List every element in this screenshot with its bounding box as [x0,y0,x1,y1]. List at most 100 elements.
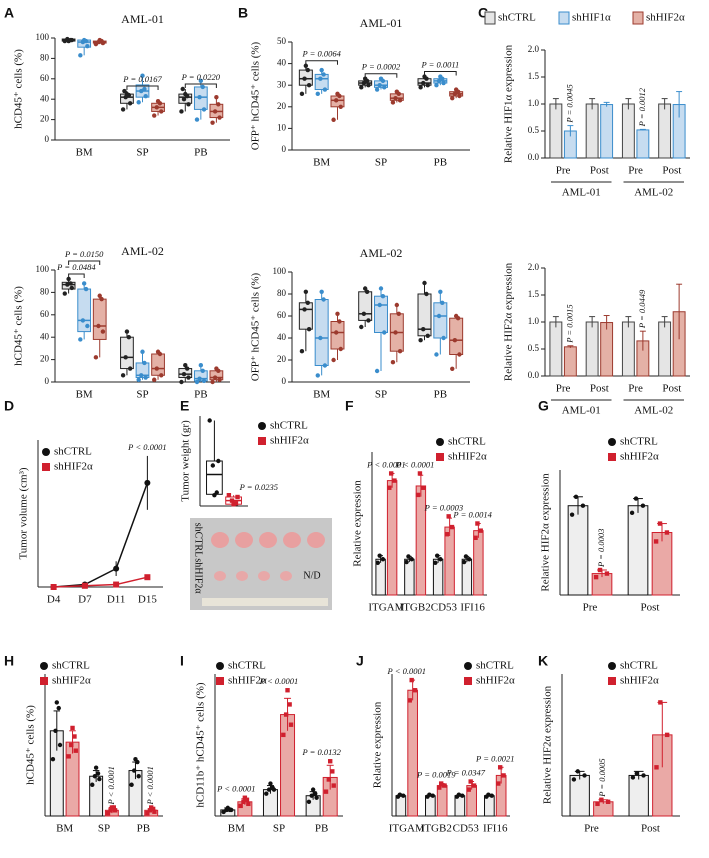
point [452,91,458,97]
point [93,765,99,770]
box [358,291,373,321]
point [478,528,483,533]
x-tick-label: Post [590,165,609,177]
x-tick-label: IFI16 [460,602,485,614]
p-value: P = 0.0484 [56,262,96,272]
bar [563,346,577,377]
point [194,379,200,385]
point [127,101,133,106]
point [179,109,184,114]
x-tick-label: BM [56,823,73,835]
p-value: P = 0.0011 [420,60,459,70]
point [133,757,138,762]
point [147,808,153,813]
point [377,302,382,308]
point [70,725,75,731]
legend-label: shCTRL [270,420,308,432]
point [394,89,400,94]
p-value: P = 0.0015 [564,304,574,343]
y-tick-label: 100 [36,32,50,42]
point [599,797,604,802]
p-value: P < 0.0001 [395,459,434,469]
point [136,377,141,382]
point [569,512,575,517]
legend-marker [216,662,224,670]
point [362,76,368,81]
point [212,375,218,380]
point [571,777,577,782]
point [233,501,239,506]
tumor [307,532,325,548]
point [306,799,312,804]
bar [549,321,563,377]
point [575,769,580,774]
y-tick-label: 1.0 [528,316,540,326]
x-tick-label: Pre [628,383,643,395]
panel-letter: J [356,653,364,669]
point [159,109,164,114]
point [212,493,217,498]
x-tick-label: D15 [138,594,157,606]
bar [461,558,473,596]
x-tick-label: Pre [556,383,571,395]
point [322,87,328,92]
point [124,329,130,334]
y-tick-label: 100 [273,266,287,276]
legend-marker [608,438,616,446]
x-tick-label: ITGAM [368,602,404,614]
point [434,352,439,357]
legend-label: shCTRL [228,660,266,672]
y-tick-label: 0.0 [528,370,540,380]
legend-label: shCTRL [54,446,92,458]
y-axis-label: Tumor volume (cm³) [18,467,30,559]
legend-label: shHIF1α [572,12,611,24]
point [409,557,414,562]
point [264,791,269,796]
point [438,289,443,294]
point [140,349,145,354]
x-tick-label: IFI16 [483,823,508,835]
p-value: P = 0.0019 [416,769,456,779]
point [122,88,127,94]
point [323,789,329,794]
bar [407,689,418,817]
point [397,98,403,103]
point [658,700,663,705]
point [422,74,427,79]
point [461,559,467,565]
point [194,117,200,122]
legend-label: shCTRL [620,436,658,448]
point [421,485,426,490]
x-tick-label: BM [228,823,245,835]
photo-label: shCTRL [193,523,204,557]
y-tick-label: 60 [277,310,287,320]
legend-marker [464,662,472,670]
point [96,323,101,329]
point [664,530,670,535]
point [366,83,371,88]
group-label: AML-02 [634,187,673,199]
point [144,574,151,581]
point [390,100,396,105]
point [140,73,145,78]
x-tick-label: PB [434,389,447,401]
point [197,94,202,100]
p-value: P = 0.0132 [301,747,341,757]
point [442,783,447,788]
point [657,521,663,526]
point [366,318,371,323]
point [183,91,188,97]
y-tick-label: 0.5 [528,343,540,353]
p-value: P = 0.0150 [64,249,104,259]
p-value: P = 0.0347 [446,767,486,777]
point [441,80,446,86]
legend-marker [216,677,224,685]
group-label: AML-02 [634,405,673,417]
chart-title: AML-01 [121,12,164,26]
y-tick-label: 0 [45,376,50,386]
y-axis-label: Tumor weight (gr) [180,420,192,502]
point [595,801,600,807]
point [331,117,336,122]
point [126,335,132,340]
point [401,793,406,798]
